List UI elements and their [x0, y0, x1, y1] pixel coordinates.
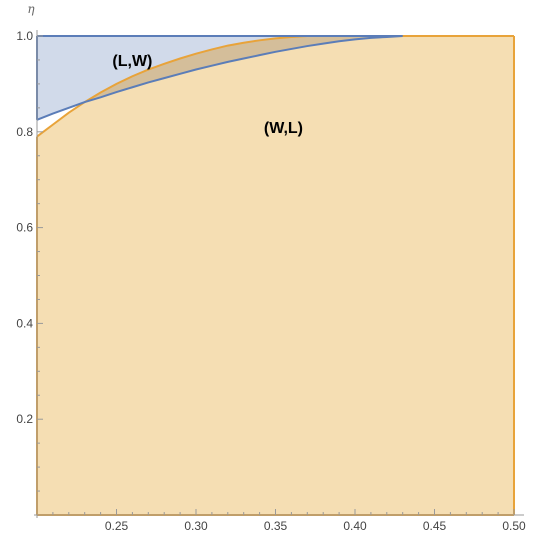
labels: 0.2 0.4 0.6 0.8 1.0 0.25 0.30 0.35 0.40 0.45 0.50 η… — [16, 2, 526, 533]
x-tick-label: 0.40 — [343, 519, 367, 533]
x-tick-label: 0.25 — [105, 519, 129, 533]
y-tick-label: 0.6 — [16, 221, 33, 235]
x-tick-label: 0.45 — [423, 519, 447, 533]
region-wl-fill — [37, 36, 514, 515]
region-label-wl: (W,L) — [264, 120, 303, 137]
x-tick-label: 0.50 — [502, 519, 526, 533]
region-label-lw: (L,W) — [112, 53, 152, 70]
region-overlap-fill — [84, 36, 399, 103]
x-tick-label: 0.35 — [264, 519, 288, 533]
regions — [37, 36, 514, 515]
y-axis-label: η — [27, 2, 35, 16]
region-lw-fill — [37, 36, 514, 120]
y-tick-label: 0.8 — [16, 125, 33, 139]
series-line-blue — [36, 35, 514, 121]
y-tick-label: 1.0 — [16, 29, 33, 43]
y-tick-label: 0.2 — [16, 412, 33, 426]
axes — [34, 30, 524, 518]
x-tick-label: 0.30 — [184, 519, 208, 533]
y-tick-label: 0.4 — [16, 316, 33, 330]
